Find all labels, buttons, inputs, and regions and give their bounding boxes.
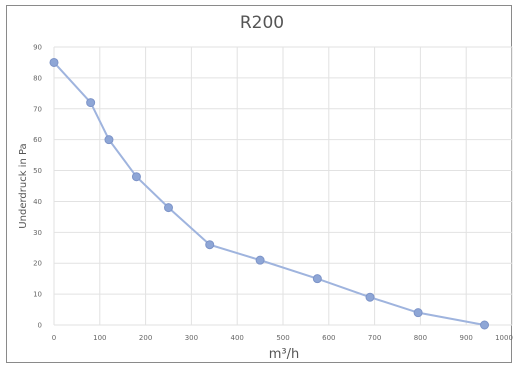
x-tick-label: 400 <box>231 334 244 342</box>
data-point <box>104 135 114 145</box>
chart-title: R200 <box>240 13 284 33</box>
data-point <box>49 57 59 67</box>
x-tick-label: 600 <box>322 334 335 342</box>
data-point <box>131 172 141 182</box>
y-tick-label: 20 <box>33 260 42 268</box>
y-tick-label: 90 <box>33 44 42 52</box>
grid <box>53 46 513 326</box>
x-tick-label: 200 <box>139 334 152 342</box>
x-tick-label: 300 <box>185 334 198 342</box>
y-tick-label: 0 <box>38 322 42 330</box>
data-point <box>255 255 265 265</box>
y-tick-label: 60 <box>33 136 42 144</box>
x-tick-label: 0 <box>52 334 56 342</box>
data-point <box>205 240 215 250</box>
x-tick-label: 700 <box>368 334 381 342</box>
x-tick-label: 800 <box>414 334 427 342</box>
series <box>49 57 490 330</box>
x-tick-label: 1000 <box>495 334 513 342</box>
x-tick-label: 500 <box>276 334 289 342</box>
data-point <box>480 320 490 330</box>
y-tick-label: 30 <box>33 229 42 237</box>
x-tick-label: 900 <box>460 334 473 342</box>
y-axis-label: Underdruck in Pa <box>18 143 29 228</box>
data-point <box>312 274 322 284</box>
y-tick-label: 10 <box>33 291 42 299</box>
data-point <box>86 98 96 108</box>
x-tick-label: 100 <box>93 334 106 342</box>
data-point <box>365 292 375 302</box>
y-tick-label: 40 <box>33 198 42 206</box>
chart-frame <box>6 5 512 363</box>
x-axis-label: m³/h <box>269 347 300 362</box>
y-tick-label: 80 <box>33 74 42 82</box>
data-point <box>164 203 173 213</box>
y-tick-label: 70 <box>33 105 42 113</box>
y-tick-label: 50 <box>33 167 42 175</box>
data-point <box>413 308 423 318</box>
